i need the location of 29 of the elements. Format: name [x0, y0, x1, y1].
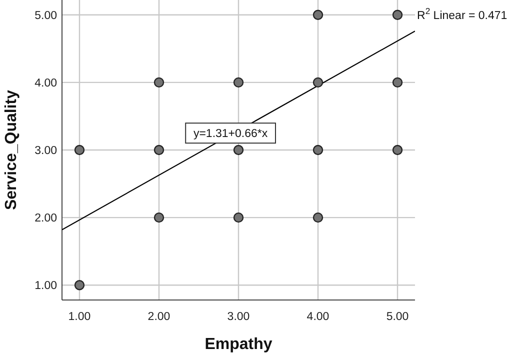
point — [312, 144, 324, 156]
point — [154, 212, 164, 223]
y-tick-label: 2.00 — [34, 212, 57, 225]
y-tick-label: 4.00 — [34, 77, 57, 90]
y-tick-label: 5.00 — [34, 10, 57, 22]
point — [74, 144, 85, 156]
x-axis-title: Empathy — [204, 336, 272, 353]
x-tick-label: 1.00 — [68, 311, 91, 323]
point — [233, 212, 244, 223]
point — [392, 144, 403, 156]
point — [392, 77, 403, 88]
y-tick-label: 3.00 — [34, 145, 57, 158]
point — [74, 280, 85, 290]
point — [392, 10, 403, 20]
x-tick-label: 2.00 — [148, 311, 170, 323]
y-axis-title: Service_Quality — [3, 90, 20, 210]
annotation: y=1.31+0.66*x — [193, 128, 268, 140]
point — [154, 77, 164, 88]
x-tick-label: 3.00 — [227, 311, 250, 323]
point — [233, 144, 244, 156]
text: R$^{2}$ Linear = 0.471 — [417, 6, 508, 22]
point — [312, 10, 324, 20]
point — [312, 212, 324, 223]
y-tick-label: 1.00 — [34, 280, 57, 292]
point — [233, 77, 244, 88]
x-tick-label: 4.00 — [306, 311, 330, 323]
point — [312, 77, 324, 88]
x-tick-label: 5.00 — [386, 311, 409, 323]
point — [154, 144, 164, 156]
